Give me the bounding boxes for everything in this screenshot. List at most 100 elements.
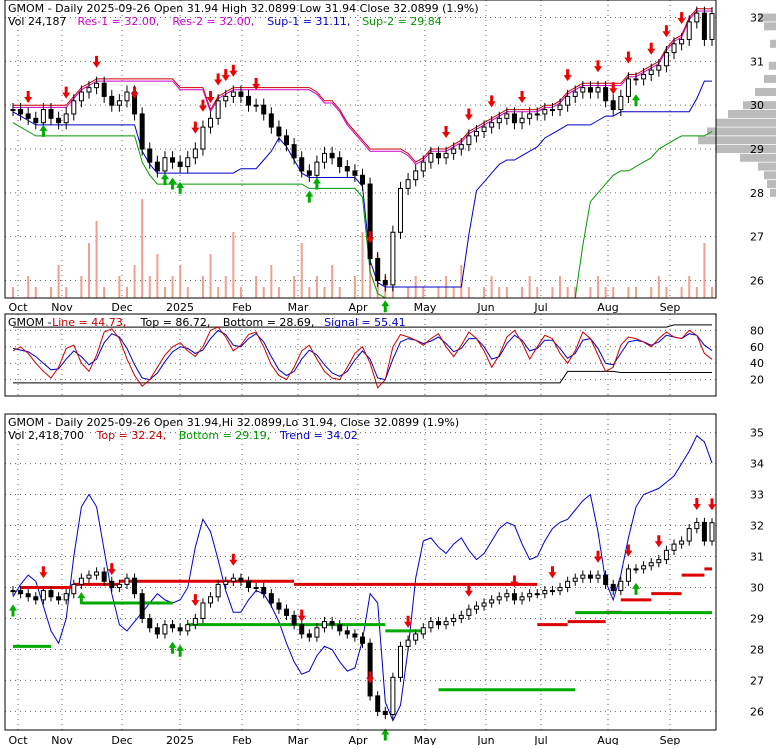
price-bar: [109, 95, 115, 106]
stoch-ytick: 40: [750, 357, 764, 370]
trend-bar: [352, 633, 358, 638]
price-bar: [124, 91, 130, 102]
trend-bar: [276, 602, 282, 610]
trend-bar: [580, 574, 586, 579]
trend-bar: [413, 633, 419, 641]
price-bar: [208, 117, 214, 128]
trend-ytick: 30: [750, 581, 764, 594]
price-bar: [56, 117, 62, 124]
price-bar: [397, 187, 403, 233]
price-bar: [360, 174, 365, 185]
down-arrow: [92, 55, 101, 68]
profile-bar: [764, 74, 776, 83]
trend-bar: [109, 580, 115, 588]
volume-bar: [49, 287, 52, 298]
price-ytick: 29: [750, 143, 764, 156]
trend-bar: [344, 630, 350, 635]
trend-bar: [314, 627, 320, 638]
price-grid: [5, 0, 716, 298]
trend-bar: [656, 559, 662, 564]
price-ytick: 31: [750, 55, 764, 68]
trend-bar: [284, 608, 290, 616]
volume-bar: [186, 287, 189, 298]
trend-bar: [603, 574, 609, 585]
price-ytick: 28: [750, 187, 764, 200]
volume-bar: [224, 276, 227, 298]
down-arrow: [214, 73, 223, 86]
trend-bar: [686, 528, 692, 542]
trend-bar: [86, 574, 92, 579]
x-tick-label: Feb: [232, 301, 251, 314]
volume-bar: [171, 276, 174, 298]
trend-ytick: 31: [750, 551, 764, 564]
volume-bar: [361, 232, 364, 298]
profile-bar: [764, 22, 776, 31]
trend-bar: [253, 586, 259, 589]
trend-x-tick-label: Sep: [660, 734, 681, 745]
trend-bar: [299, 624, 305, 635]
price-bar: [572, 91, 578, 97]
price-bar: [679, 38, 685, 45]
price-ytick: 32: [750, 12, 764, 25]
volume-bar: [277, 287, 280, 298]
price-bar: [329, 152, 335, 159]
volume-bar: [407, 287, 410, 298]
price-bar: [587, 87, 593, 93]
price-bar: [519, 117, 525, 124]
stoch-header-4: Signal = 55.41: [324, 316, 406, 329]
price-bar: [306, 170, 312, 176]
volume-bar: [12, 287, 14, 298]
price-bar: [435, 152, 441, 159]
down-arrow: [624, 51, 633, 64]
trend-bar: [375, 695, 381, 712]
price-ytick: 26: [750, 274, 764, 287]
trend-bar: [177, 627, 183, 632]
stoch-signal-line: [12, 329, 713, 381]
volume-bar: [293, 276, 296, 298]
trend-ytick: 26: [750, 705, 764, 718]
trend-bar: [648, 562, 654, 567]
trend-up-arrow: [632, 582, 641, 595]
volume-bar: [179, 265, 182, 298]
volume-bar: [156, 254, 159, 298]
trend-bar: [367, 642, 373, 697]
up-arrow: [160, 173, 169, 186]
up-arrow: [632, 94, 641, 107]
price-bar: [94, 82, 100, 89]
volume-bar: [498, 287, 501, 298]
trend-bar: [451, 617, 457, 623]
profile-bar: [758, 13, 776, 22]
trend-ytick: 32: [750, 520, 764, 533]
res1-line: [13, 10, 712, 165]
stoch-bottom-line: [13, 370, 712, 384]
price-bar: [40, 109, 46, 124]
volume-bar: [300, 243, 303, 298]
down-arrow: [130, 86, 139, 99]
volume-bar: [65, 287, 68, 298]
trend-down-arrow: [297, 609, 306, 622]
trend-bar: [428, 621, 434, 629]
volume-bar: [635, 287, 638, 298]
trend-bar: [48, 590, 54, 598]
trend-bar: [329, 621, 335, 626]
down-arrow: [647, 42, 656, 55]
trend-ytick: 29: [750, 612, 764, 625]
trend-bar: [40, 590, 46, 601]
trend-bar: [633, 568, 639, 571]
price-bar: [78, 91, 84, 102]
price-bar: [291, 144, 297, 159]
price-bar: [663, 52, 669, 67]
stoch-ytick: 20: [750, 374, 764, 387]
price-bar: [63, 113, 69, 124]
price-bar: [420, 161, 426, 172]
price-header-l2-2: Res-2 = 32.00,: [172, 15, 254, 28]
volume-bar: [703, 243, 706, 298]
x-tick-label: Dec: [111, 301, 132, 314]
volume-bar: [239, 287, 242, 298]
trend-bar: [511, 593, 517, 601]
volume-bar: [574, 287, 577, 298]
volume-bar: [665, 287, 668, 298]
price-bar: [527, 113, 533, 119]
